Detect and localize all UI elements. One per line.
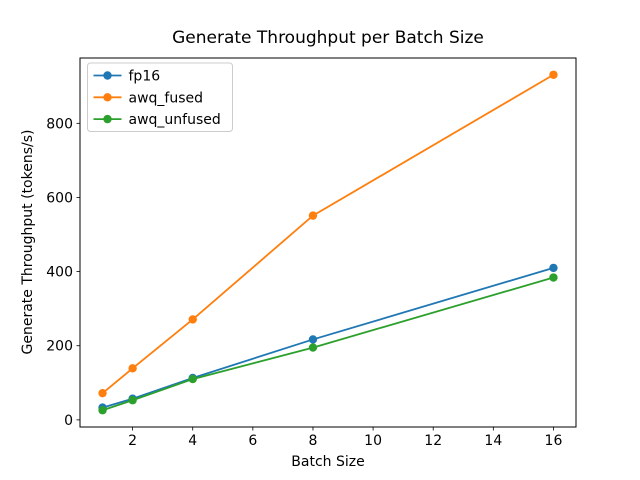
data-point-awq_fused [308, 211, 318, 220]
x-axis-label: Batch Size [291, 454, 365, 470]
axes-spines [79, 57, 577, 428]
x-tick-label: 2 [128, 433, 137, 449]
data-point-fp16 [549, 263, 558, 273]
data-point-awq_unfused [308, 343, 318, 352]
y-tick-label: 400 [46, 265, 73, 281]
data-point-fp16 [308, 335, 318, 344]
y-tick-label: 200 [46, 339, 73, 355]
data-point-awq_unfused [188, 374, 197, 384]
legend-box [87, 62, 233, 132]
legend-marker-awq_fused [103, 93, 112, 102]
y-tick-label: 800 [46, 116, 73, 132]
x-tick-label: 4 [188, 433, 197, 449]
series-line-awq_unfused [102, 276, 554, 412]
data-point-awq_unfused [549, 273, 558, 282]
legend-label-awq_unfused: awq_unfused [129, 112, 221, 128]
legend-marker-awq_unfused [103, 114, 112, 124]
y-tick-label: 0 [64, 413, 73, 429]
x-tick-label: 8 [309, 433, 318, 449]
x-tick-label: 10 [364, 433, 382, 449]
data-point-awq_fused [549, 70, 558, 79]
x-tick-label: 6 [248, 433, 257, 449]
x-tick-label: 14 [484, 433, 502, 449]
x-tick-label: 12 [424, 433, 442, 449]
data-point-awq_fused [128, 364, 137, 373]
data-point-awq_fused [188, 315, 197, 324]
data-point-awq_unfused [128, 396, 137, 405]
data-point-awq_fused [98, 388, 107, 398]
legend-label-awq_fused: awq_fused [129, 90, 204, 106]
data-point-awq_unfused [98, 406, 107, 415]
y-tick-label: 600 [46, 190, 73, 206]
x-tick-label: 16 [545, 433, 563, 449]
legend-label-fp16: fp16 [129, 69, 161, 85]
chart-title: Generate Throughput per Batch Size [172, 28, 484, 48]
legend-marker-fp16 [103, 71, 112, 80]
